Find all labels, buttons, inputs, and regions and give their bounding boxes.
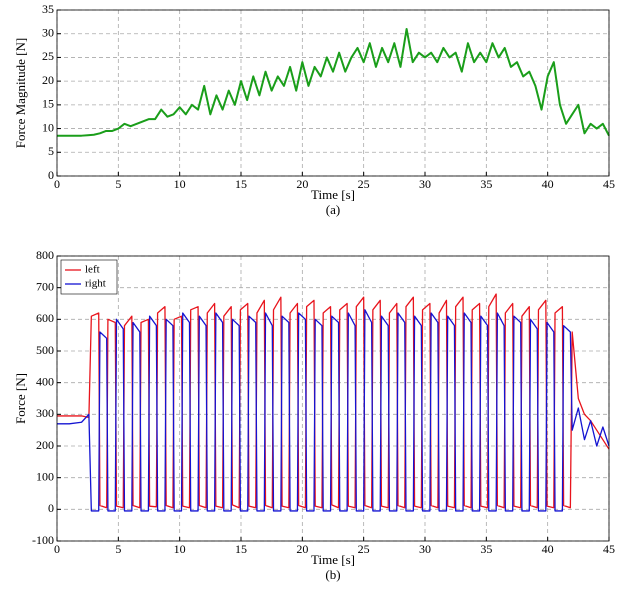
y-axis-label: Force [N] <box>13 373 28 424</box>
x-tick-label: 15 <box>235 177 247 191</box>
x-tick-label: 0 <box>54 542 60 556</box>
x-tick-label: 35 <box>480 177 492 191</box>
data-line <box>57 27 610 137</box>
x-tick-label: 20 <box>296 542 308 556</box>
y-tick-label: 35 <box>42 2 54 16</box>
x-tick-label: 45 <box>603 542 615 556</box>
y-tick-label: 200 <box>36 438 54 452</box>
data-line <box>57 309 610 512</box>
x-tick-label: 10 <box>174 177 186 191</box>
x-tick-label: 20 <box>296 177 308 191</box>
plot-frame <box>56 255 610 542</box>
y-tick-label: 0 <box>48 501 54 515</box>
y-tick-label: 10 <box>42 120 54 134</box>
x-tick-label: 10 <box>174 542 186 556</box>
x-tick-label: 0 <box>54 177 60 191</box>
caption: (a) <box>326 202 340 217</box>
x-tick-label: 5 <box>115 542 121 556</box>
y-tick-label: 300 <box>36 406 54 420</box>
y-tick-label: 20 <box>42 73 54 87</box>
data-line <box>57 293 610 509</box>
legend-label: right <box>85 278 106 290</box>
x-tick-label: 25 <box>358 177 370 191</box>
x-tick-label: 25 <box>358 542 370 556</box>
y-tick-label: 25 <box>42 49 54 63</box>
plot-frame <box>56 9 610 177</box>
plot-area <box>57 10 609 176</box>
x-tick-label: 15 <box>235 542 247 556</box>
y-tick-label: 0 <box>48 168 54 182</box>
legend-label: left <box>85 264 100 276</box>
y-tick-label: 700 <box>36 279 54 293</box>
x-axis-label: Time [s] <box>311 187 355 202</box>
caption: (b) <box>325 567 340 582</box>
y-tick-label: 5 <box>48 144 54 158</box>
x-tick-label: 30 <box>419 177 431 191</box>
y-tick-label: 800 <box>36 248 54 262</box>
x-tick-label: 30 <box>419 542 431 556</box>
y-tick-label: 500 <box>36 343 54 357</box>
x-tick-label: 40 <box>542 542 554 556</box>
x-tick-label: 35 <box>480 542 492 556</box>
y-tick-label: 30 <box>42 25 54 39</box>
x-tick-label: 45 <box>603 177 615 191</box>
y-tick-label: -100 <box>32 533 54 547</box>
x-tick-label: 40 <box>542 177 554 191</box>
y-tick-label: 400 <box>36 374 54 388</box>
x-tick-label: 5 <box>115 177 121 191</box>
x-axis-label: Time [s] <box>311 552 355 567</box>
y-axis-label: Force Magnitude [N] <box>13 38 28 148</box>
legend-box <box>60 259 118 295</box>
y-tick-label: 100 <box>36 469 54 483</box>
y-tick-label: 15 <box>42 97 54 111</box>
y-tick-label: 600 <box>36 311 54 325</box>
